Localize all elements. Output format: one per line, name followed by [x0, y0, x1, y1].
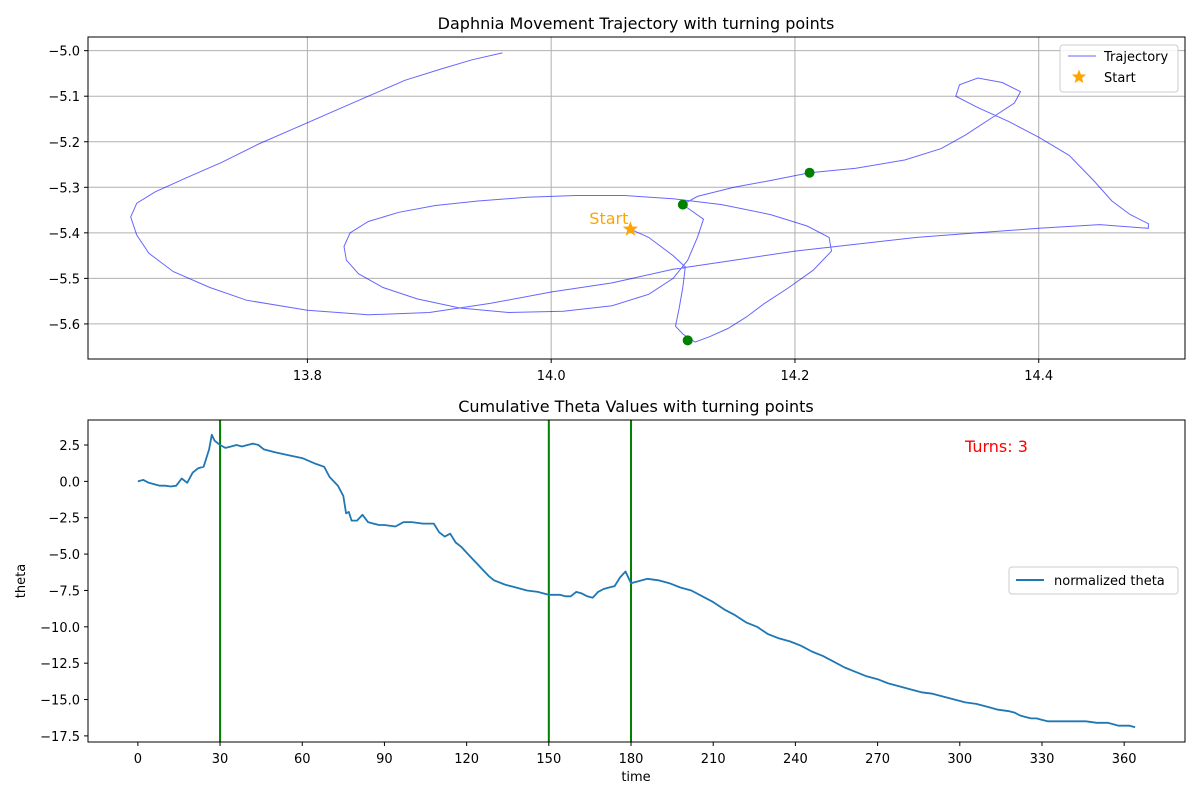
- theta-x-tick-label: 30: [212, 752, 229, 767]
- theta-x-tick-label: 360: [1112, 752, 1137, 767]
- trajectory-y-tick-label: −5.0: [48, 45, 80, 60]
- turning-point-marker: [677, 199, 688, 210]
- trajectory-x-tick-label: 14.2: [780, 369, 809, 384]
- theta-frame: [87, 419, 1186, 743]
- trajectory-frame: [87, 36, 1186, 360]
- trajectory-y-tick-label: −5.6: [48, 318, 80, 333]
- theta-turn-lines: [219, 420, 633, 742]
- trajectory-x-ticks: 13.8 14.0 14.2 14.4: [293, 359, 1053, 384]
- trajectory-plot-area: [88, 37, 1185, 359]
- turning-point-marker: [682, 335, 693, 346]
- theta-x-tick-label: 240: [783, 752, 808, 767]
- theta-x-tick-label: 0: [134, 752, 142, 767]
- theta-x-axis-label: time: [621, 770, 650, 785]
- legend-start-star-icon: [1071, 69, 1087, 84]
- theta-x-ticks: 0 30 60 90 120 150 180 210 240 270 300 330 360: [134, 742, 1137, 767]
- theta-panel: Cumulative Theta Values with turning poi…: [14, 397, 1186, 785]
- trajectory-y-tick-label: −5.5: [48, 272, 80, 287]
- trajectory-title: Daphnia Movement Trajectory with turning…: [438, 14, 835, 33]
- legend-start-label: Start: [1104, 71, 1136, 86]
- legend-trajectory-label: Trajectory: [1103, 50, 1168, 65]
- theta-y-tick-label: −17.5: [40, 730, 80, 745]
- theta-y-tick-label: 0.0: [59, 475, 80, 490]
- trajectory-x-tick-label: 14.0: [537, 369, 566, 384]
- theta-y-tick-label: −10.0: [40, 621, 80, 636]
- start-star-marker: [622, 221, 639, 236]
- theta-x-tick-label: 300: [947, 752, 972, 767]
- trajectory-legend: Trajectory Start: [1059, 44, 1179, 93]
- theta-y-tick-label: −15.0: [40, 694, 80, 709]
- theta-legend: normalized theta: [1008, 566, 1179, 595]
- theta-y-tick-label: −2.5: [48, 512, 80, 527]
- turning-point-marker: [804, 167, 815, 178]
- theta-x-tick-label: 180: [619, 752, 644, 767]
- trajectory-y-tick-label: −5.3: [48, 181, 80, 196]
- theta-line: [137, 433, 1136, 729]
- trajectory-y-ticks: −5.0 −5.1 −5.2 −5.3 −5.4 −5.5 −5.6: [48, 45, 88, 333]
- trajectory-y-tick-label: −5.2: [48, 136, 80, 151]
- theta-x-tick-label: 150: [536, 752, 561, 767]
- theta-x-tick-label: 270: [865, 752, 890, 767]
- trajectory-line: [130, 52, 1149, 343]
- start-annotation: Start: [589, 209, 628, 228]
- theta-x-tick-label: 210: [701, 752, 726, 767]
- legend-theta-label: normalized theta: [1054, 574, 1165, 589]
- theta-y-tick-label: −12.5: [40, 657, 80, 672]
- turns-annotation: Turns: 3: [964, 437, 1028, 456]
- theta-title: Cumulative Theta Values with turning poi…: [458, 397, 814, 416]
- trajectory-x-tick-label: 14.4: [1024, 369, 1053, 384]
- theta-x-tick-label: 330: [1030, 752, 1055, 767]
- theta-y-tick-label: −5.0: [48, 548, 80, 563]
- theta-y-tick-label: −7.5: [48, 584, 80, 599]
- theta-y-tick-label: 2.5: [59, 439, 80, 454]
- trajectory-y-tick-label: −5.4: [48, 227, 80, 242]
- trajectory-grid: [88, 37, 1185, 359]
- theta-y-ticks: 2.5 0.0 −2.5 −5.0 −7.5 −10.0 −12.5 −15.0 −17.5: [40, 439, 88, 745]
- trajectory-x-tick-label: 13.8: [293, 369, 322, 384]
- theta-x-tick-label: 90: [376, 752, 393, 767]
- trajectory-panel: Daphnia Movement Trajectory with turning…: [48, 14, 1186, 384]
- theta-y-axis-label: theta: [14, 564, 29, 598]
- trajectory-data: [130, 52, 1149, 346]
- theta-data: [137, 433, 1136, 729]
- theta-x-tick-label: 60: [294, 752, 311, 767]
- trajectory-y-tick-label: −5.1: [48, 90, 80, 105]
- theta-x-tick-label: 120: [454, 752, 479, 767]
